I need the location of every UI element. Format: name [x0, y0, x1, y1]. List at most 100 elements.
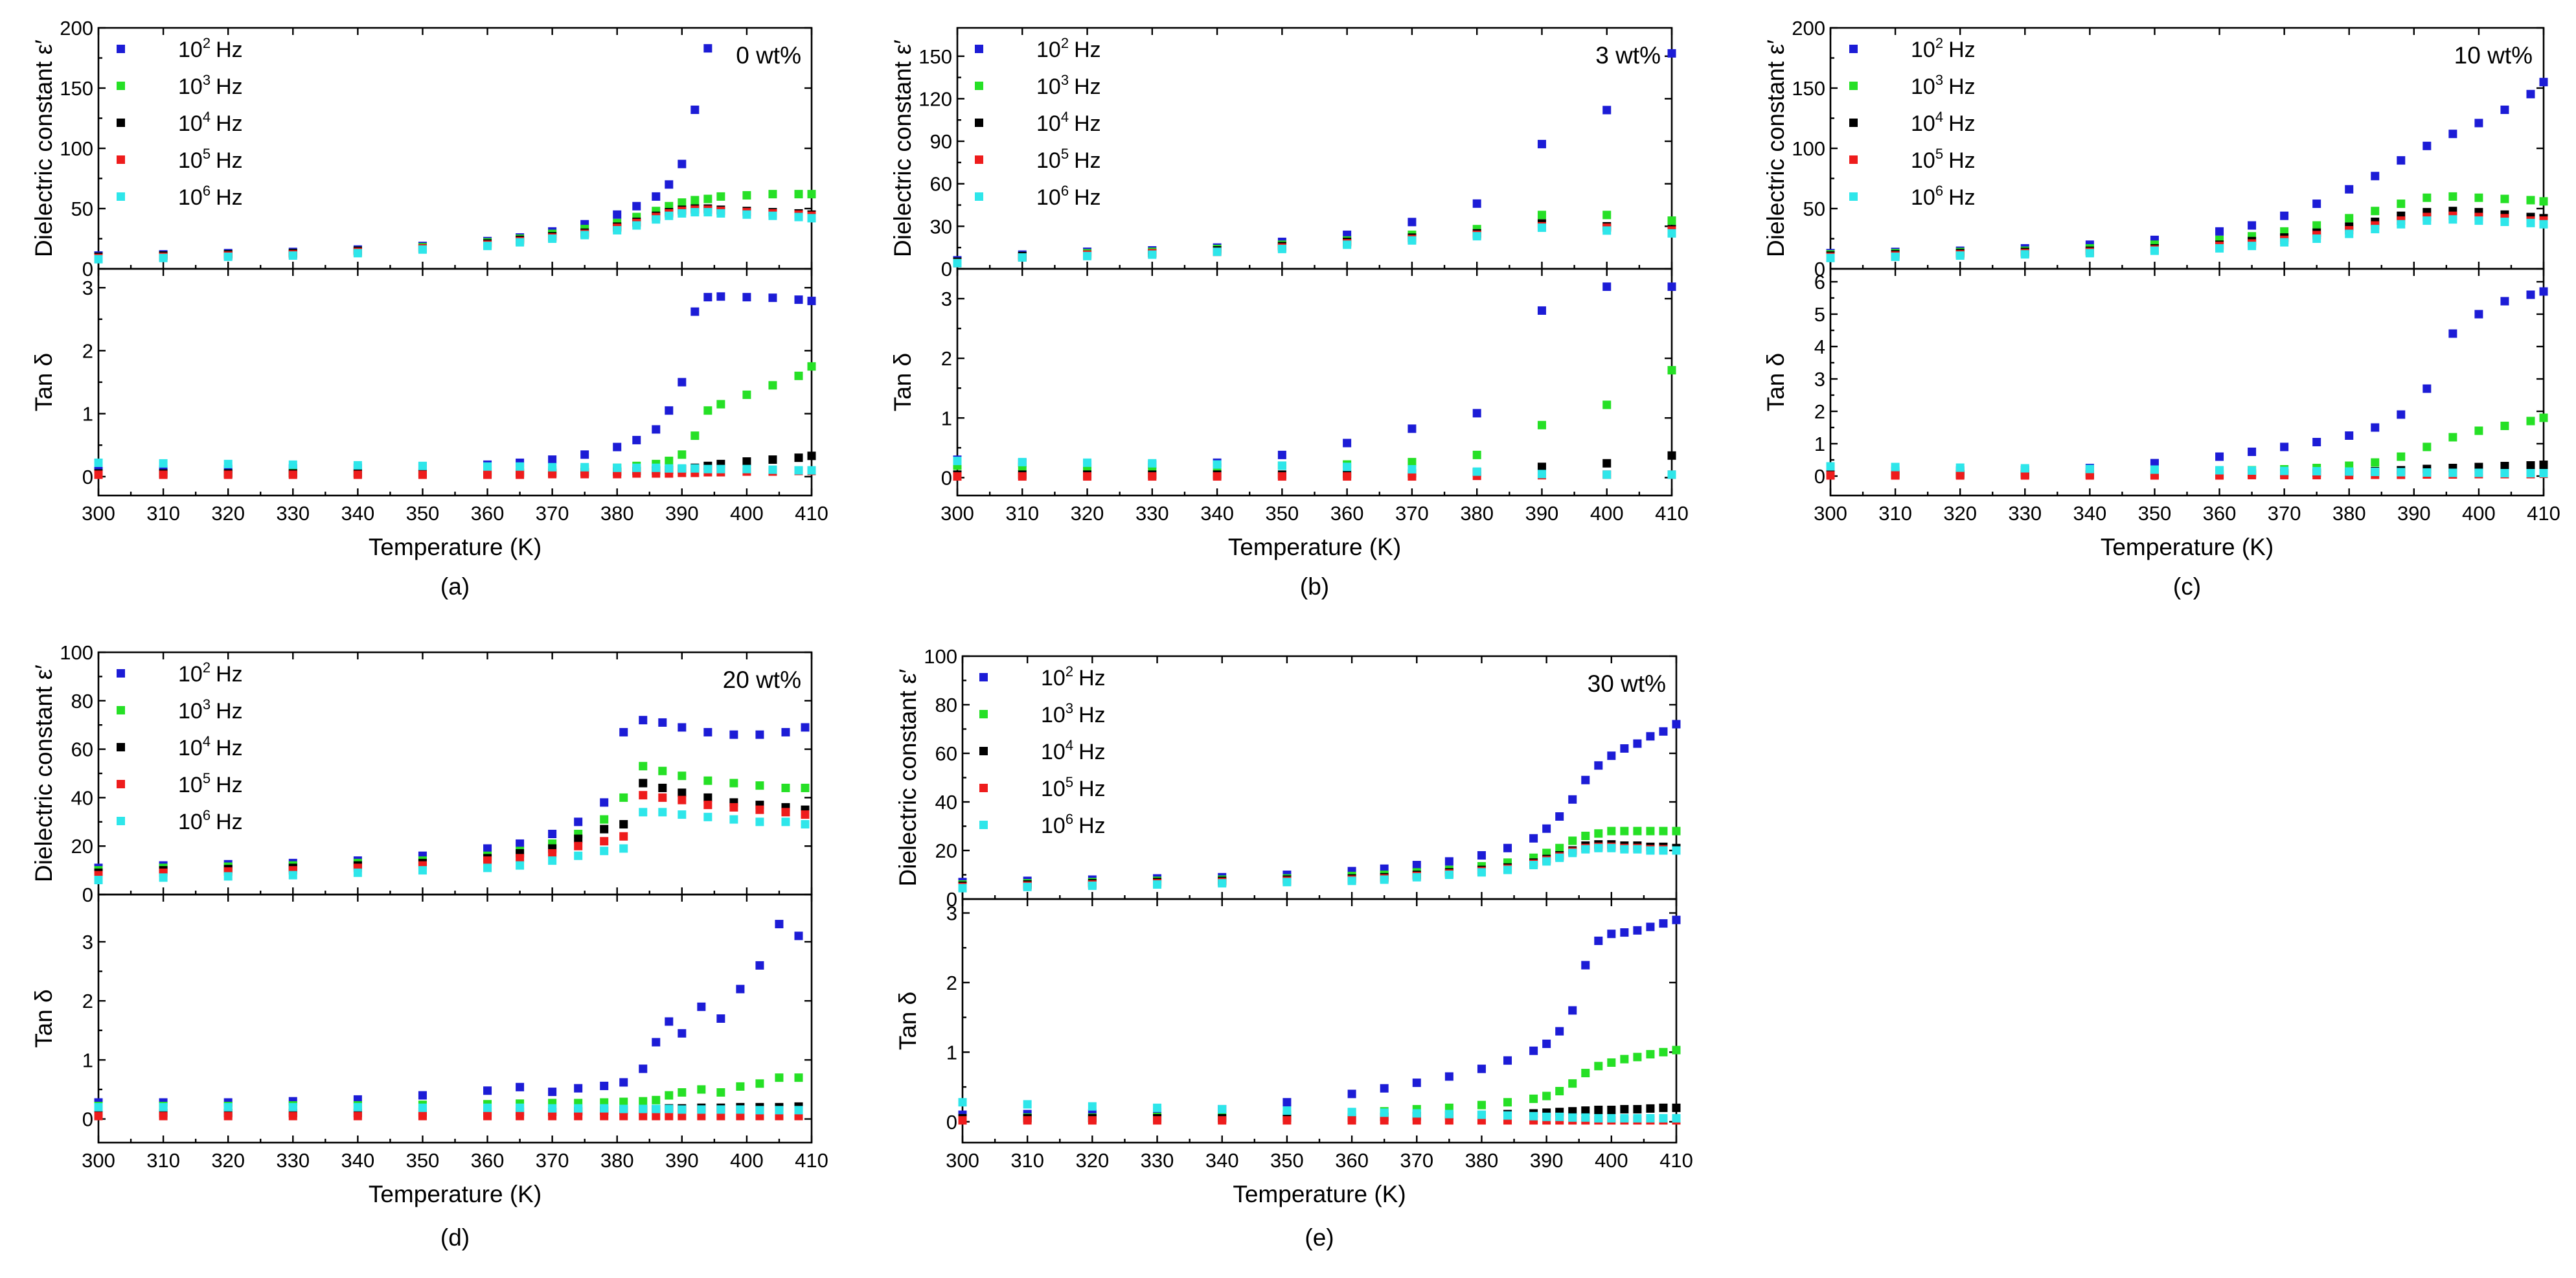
y-tick-label: 200 — [1792, 17, 1825, 40]
data-point — [2371, 458, 2380, 467]
x-tick-label: 400 — [730, 502, 764, 525]
x-tick-label: 300 — [940, 502, 974, 525]
data-point — [1633, 1053, 1642, 1062]
data-point — [574, 851, 583, 860]
data-point — [632, 201, 641, 211]
data-point — [794, 212, 803, 222]
legend-marker — [1849, 155, 1858, 164]
data-point — [619, 727, 628, 736]
data-point — [1955, 251, 1965, 260]
data-point — [781, 817, 790, 827]
data-point — [703, 208, 712, 217]
data-point — [2280, 442, 2289, 451]
data-point — [619, 1112, 628, 1121]
data-point — [953, 472, 962, 481]
data-point — [483, 1112, 492, 1121]
data-point — [1659, 919, 1668, 928]
legend-marker — [979, 784, 988, 792]
data-point — [1083, 251, 1092, 260]
data-point — [742, 390, 751, 399]
data-point — [703, 464, 712, 474]
series-f102 — [94, 292, 816, 475]
data-point — [716, 1088, 725, 1097]
y-tick-label: 200 — [60, 17, 93, 40]
legend-marker — [117, 155, 125, 164]
data-point — [678, 723, 687, 732]
data-point — [1088, 1102, 1097, 1111]
data-point — [1555, 843, 1564, 852]
series-f104 — [94, 1102, 803, 1117]
legend-marker — [975, 119, 983, 127]
legend-marker — [117, 706, 125, 714]
composition-annotation: 3 wt% — [1595, 42, 1661, 69]
y-tick-label: 0 — [946, 1111, 957, 1134]
y-tick-label: 80 — [935, 694, 957, 716]
data-point — [652, 425, 661, 434]
data-point — [94, 255, 103, 264]
x-tick-label: 300 — [82, 1149, 115, 1172]
data-point — [755, 1106, 764, 1115]
data-point — [1343, 240, 1352, 249]
data-point — [1444, 871, 1453, 879]
x-tick-label: 330 — [276, 502, 310, 525]
y-tick-label: 100 — [60, 137, 93, 160]
data-point — [580, 450, 589, 459]
legend-label: 102 Hz — [1041, 663, 1106, 690]
x-tick-label: 360 — [1335, 1149, 1369, 1172]
data-point — [2422, 216, 2432, 225]
legend-label: 104 Hz — [1041, 737, 1106, 764]
data-point — [1633, 845, 1642, 854]
data-point — [613, 463, 622, 472]
data-point — [1607, 1106, 1616, 1115]
series-f106 — [1826, 215, 2548, 262]
data-point — [678, 464, 687, 473]
data-point — [1503, 865, 1512, 874]
data-point — [1380, 875, 1389, 884]
data-point — [775, 1073, 784, 1082]
data-point — [1659, 1113, 1668, 1123]
y-tick-label: 3 — [941, 288, 952, 310]
data-point — [632, 435, 641, 444]
data-point — [619, 1104, 628, 1113]
legend-marker — [117, 743, 125, 751]
x-tick-label: 320 — [1943, 502, 1977, 525]
x-tick-label: 360 — [471, 1149, 505, 1172]
bottom-panel: 0 1 2 3 300 310 320 330 340 350 360 370 380 390 400 410… — [30, 268, 828, 525]
data-point — [1672, 915, 1681, 924]
legend-marker — [1849, 45, 1858, 53]
data-point — [483, 242, 492, 251]
bottom-axes-frame — [1829, 268, 2545, 497]
series-f105 — [94, 791, 810, 880]
data-point — [600, 815, 609, 824]
data-point — [1529, 1112, 1538, 1121]
y-tick-label: 1 — [941, 407, 952, 429]
data-point — [1826, 253, 1835, 262]
data-point — [755, 730, 764, 739]
data-point — [652, 1104, 661, 1113]
data-point — [697, 1112, 706, 1121]
data-point — [768, 455, 777, 464]
series-f105 — [1826, 211, 2548, 261]
bottom-axes-frame — [97, 268, 813, 497]
legend-label: 106 Hz — [1911, 183, 1976, 210]
data-point — [742, 464, 751, 474]
data-point — [1347, 1116, 1356, 1125]
data-point — [1568, 1113, 1577, 1122]
y-tick-label: 90 — [930, 130, 952, 153]
data-point — [639, 779, 648, 788]
data-point — [1620, 845, 1629, 854]
data-point — [716, 192, 725, 201]
data-point — [159, 459, 168, 468]
legend-marker — [117, 45, 125, 53]
data-point — [2397, 156, 2406, 165]
y-tick-label: 0 — [1814, 258, 1825, 280]
data-point — [1568, 795, 1577, 804]
data-point — [2526, 218, 2535, 227]
data-point — [794, 295, 803, 304]
data-point — [1826, 471, 1835, 480]
data-point — [1620, 1113, 1629, 1123]
data-point — [2500, 422, 2509, 430]
data-point — [678, 198, 687, 207]
x-tick-label: 390 — [1530, 1149, 1564, 1172]
data-point — [1529, 1094, 1538, 1103]
